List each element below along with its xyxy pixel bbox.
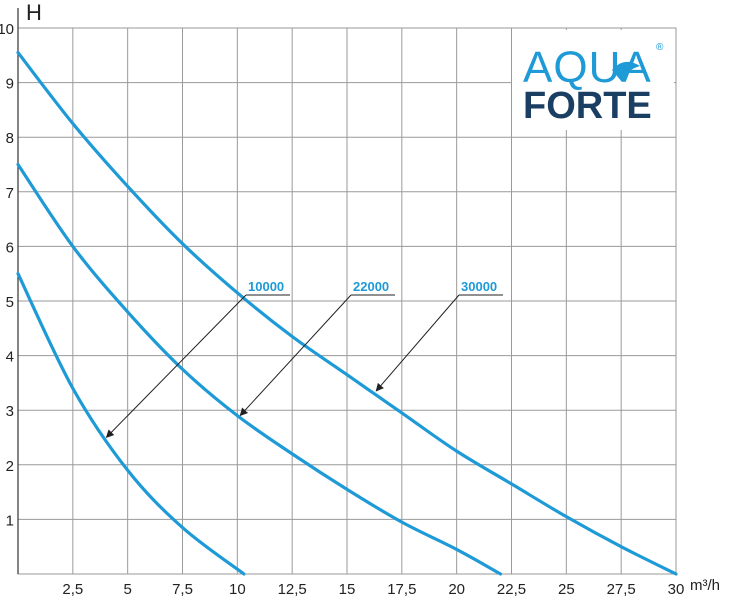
logo-forte: FORTE bbox=[523, 85, 652, 127]
y-tick-label: 7 bbox=[6, 185, 14, 202]
series-line-22000 bbox=[16, 162, 503, 576]
aquaforte-logo: AQUA FORTE ® bbox=[523, 42, 664, 127]
y-tick-label: 4 bbox=[6, 349, 14, 366]
series-labels: 10000 22000 30000 bbox=[105, 279, 503, 438]
series-label-22000: 22000 bbox=[353, 279, 389, 294]
series-label-30000: 30000 bbox=[461, 279, 497, 294]
y-tick-label: 5 bbox=[6, 294, 14, 311]
series-line-30000 bbox=[16, 50, 678, 576]
tick-labels: 2,5 5 7,5 10 12,5 15 17,5 20 22,5 25 27,5 30 1 2 3 4 5 6 7… bbox=[0, 21, 684, 598]
series-line-10000 bbox=[16, 272, 246, 576]
x-tick-label: 22,5 bbox=[497, 581, 526, 598]
y-tick-label: 9 bbox=[6, 76, 14, 93]
x-tick-label: 20 bbox=[448, 581, 465, 598]
y-tick-label: 1 bbox=[6, 512, 14, 529]
leader-arrow-10000 bbox=[105, 294, 247, 438]
x-tick-label: 10 bbox=[229, 581, 246, 598]
logo-background bbox=[512, 30, 674, 130]
logo-registered: ® bbox=[656, 42, 664, 53]
y-tick-label: 10 bbox=[0, 21, 14, 38]
y-tick-label: 6 bbox=[6, 239, 14, 256]
x-tick-label: 27,5 bbox=[607, 581, 636, 598]
y-axis-title: H bbox=[26, 0, 42, 25]
y-tick-label: 3 bbox=[6, 403, 14, 420]
x-tick-label: 2,5 bbox=[62, 581, 83, 598]
series-label-10000: 10000 bbox=[248, 279, 284, 294]
logo-wave-icon bbox=[612, 61, 640, 82]
x-tick-label: 17,5 bbox=[387, 581, 416, 598]
x-tick-label: 15 bbox=[339, 581, 356, 598]
x-tick-label: 7,5 bbox=[172, 581, 193, 598]
grid bbox=[17, 8, 677, 575]
x-tick-label: 5 bbox=[123, 581, 131, 598]
x-tick-label: 12,5 bbox=[278, 581, 307, 598]
x-axis-title: m³/h bbox=[690, 577, 720, 594]
curves bbox=[16, 50, 678, 576]
x-tick-label: 30 bbox=[668, 581, 685, 598]
y-tick-label: 2 bbox=[6, 458, 14, 475]
leader-arrow-30000 bbox=[375, 294, 460, 392]
x-tick-label: 25 bbox=[558, 581, 575, 598]
leader-arrow-22000 bbox=[239, 294, 352, 417]
y-tick-label: 8 bbox=[6, 130, 14, 147]
